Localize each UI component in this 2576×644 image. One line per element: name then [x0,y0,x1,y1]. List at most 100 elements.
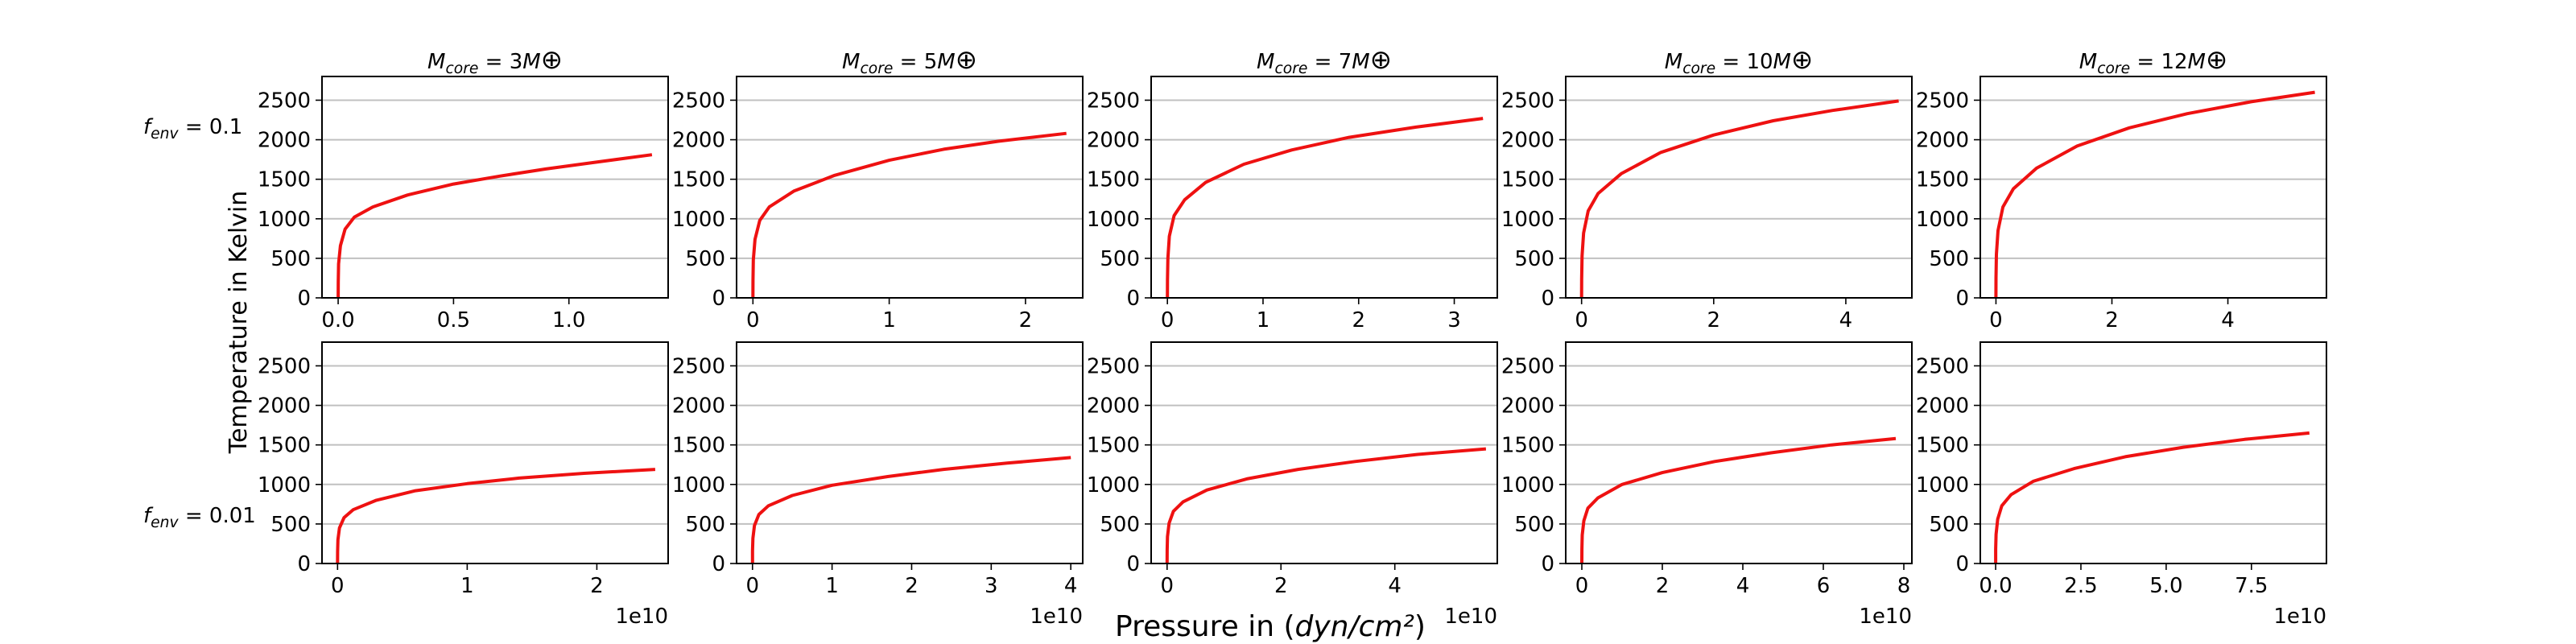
y-tick-label: 1000 [1501,473,1554,497]
y-tick-label: 1500 [1087,434,1140,458]
y-tick-label: 1000 [258,208,311,232]
x-tick-label: 0 [1575,574,1589,598]
subplot-r0-c3: 0 500 1000 1500 2000 2500 0 2 4 Mcore = 10M⊕ [1501,44,1913,332]
y-tick-label: 0 [712,552,725,576]
series-line [1579,99,1899,299]
x-offset-text: 1e10 [2273,605,2326,629]
y-tick-label: 1500 [1501,434,1554,458]
y-tick-label: 1000 [1916,473,1969,497]
x-axis-label: Pressure in (dyn/cm²) [1115,610,1426,643]
axes-frame [1979,341,2327,564]
y-tick-label: 1500 [672,434,725,458]
x-tick-label: 4 [2221,308,2235,332]
x-tick-label: 4 [1064,574,1078,598]
y-tick-label: 500 [685,513,725,537]
x-tick-label: 2.5 [2064,574,2097,598]
y-tick-label: 2000 [1501,129,1554,153]
y-tick-label: 0 [297,287,311,311]
axes-frame [1979,76,2327,299]
axes-frame [736,341,1084,564]
x-tick-label: 0 [746,308,760,332]
axes-frame [321,76,669,299]
x-tick-label: 6 [1817,574,1831,598]
y-tick-label: 2500 [258,354,311,378]
axes-frame [1565,341,1913,564]
y-tick-label: 1000 [1087,208,1140,232]
x-tick-label: 2 [1019,308,1033,332]
x-tick-label: 7.5 [2235,574,2268,598]
y-tick-label: 2500 [1087,89,1140,113]
series-line [1994,431,2310,564]
subplot-r1-c0: 0 500 1000 1500 2000 2500 0 1 2 1e10 [258,341,669,629]
y-tick-label: 500 [1929,247,1969,271]
x-tick-label: 1 [882,308,896,332]
x-offset-text: 1e10 [615,605,668,629]
y-tick-label: 500 [1100,513,1140,537]
x-tick-label: 0 [1989,308,2003,332]
y-tick-label: 2500 [672,89,725,113]
x-tick-label: 2 [1707,308,1721,332]
y-tick-label: 2500 [1916,354,1969,378]
subplot-title: Mcore = 12M⊕ [2079,44,2227,77]
x-tick-label: 0 [1161,308,1174,332]
subplot-r0-c0: 0 500 1000 1500 2000 2500 0.0 0.5 1.0 Mcore = 3M⊕ [258,44,669,332]
x-tick-label: 0 [1161,574,1174,598]
series-line [1165,447,1487,564]
subplot-r0-c2: 0 500 1000 1500 2000 2500 0 1 2 3 Mcore = 7M⊕ [1087,44,1498,332]
y-tick-label: 1500 [258,168,311,192]
x-tick-label: 0 [745,574,759,598]
y-tick-label: 2500 [1501,354,1554,378]
x-offset-text: 1e10 [1030,605,1083,629]
y-tick-label: 1500 [258,434,311,458]
row-label-f-env-0.01: fenv = 0.01 [143,504,256,531]
y-tick-label: 1000 [1916,208,1969,232]
x-tick-label: 2 [590,574,604,598]
x-tick-label: 3 [1447,308,1461,332]
x-tick-label: 0 [331,574,345,598]
series-line [336,468,656,564]
x-tick-label: 0.5 [437,308,470,332]
subplot-r0-c1: 0 500 1000 1500 2000 2500 0 1 2 Mcore = 5M⊕ [672,44,1084,332]
x-tick-label: 0.0 [1979,574,2012,598]
series-line [1580,436,1897,564]
y-tick-label: 2000 [1087,129,1140,153]
x-tick-label: 2 [2105,308,2119,332]
series-line [1994,90,2315,299]
axes-frame [1150,76,1498,299]
x-tick-label: 2 [1352,308,1365,332]
series-line [751,131,1067,299]
y-tick-label: 1500 [672,168,725,192]
x-tick-label: 4 [1388,574,1402,598]
y-tick-label: 2500 [1916,89,1969,113]
y-tick-label: 500 [1514,247,1554,271]
y-tick-label: 1000 [672,208,725,232]
x-tick-label: 0 [1575,308,1588,332]
x-tick-label: 2 [905,574,919,598]
subplot-title: Mcore = 3M⊕ [427,44,563,77]
subplot-r1-c3: 0 500 1000 1500 2000 2500 0 2 4 6 8 1e10 [1501,341,1913,629]
y-tick-label: 2500 [1087,354,1140,378]
x-tick-label: 3 [985,574,998,598]
y-tick-label: 0 [1126,287,1140,311]
y-tick-label: 0 [1541,552,1554,576]
y-tick-label: 2000 [1916,129,1969,153]
subplot-title: Mcore = 10M⊕ [1665,44,1813,77]
y-tick-label: 500 [685,247,725,271]
x-tick-label: 1 [825,574,839,598]
y-tick-label: 0 [712,287,725,311]
y-tick-label: 500 [270,513,311,537]
subplot-r1-c1: 0 500 1000 1500 2000 2500 0 1 2 3 4 1e10 [672,341,1084,629]
y-tick-label: 0 [1955,552,1969,576]
y-tick-label: 1000 [258,473,311,497]
x-offset-text: 1e10 [1859,605,1912,629]
y-tick-label: 2500 [1501,89,1554,113]
x-tick-label: 2 [1274,574,1288,598]
row-label-top: fenv = 0.1 [143,115,242,142]
y-tick-label: 1000 [1087,473,1140,497]
x-tick-label: 4 [1736,574,1750,598]
y-tick-label: 1500 [1916,168,1969,192]
series-line [1166,117,1484,299]
